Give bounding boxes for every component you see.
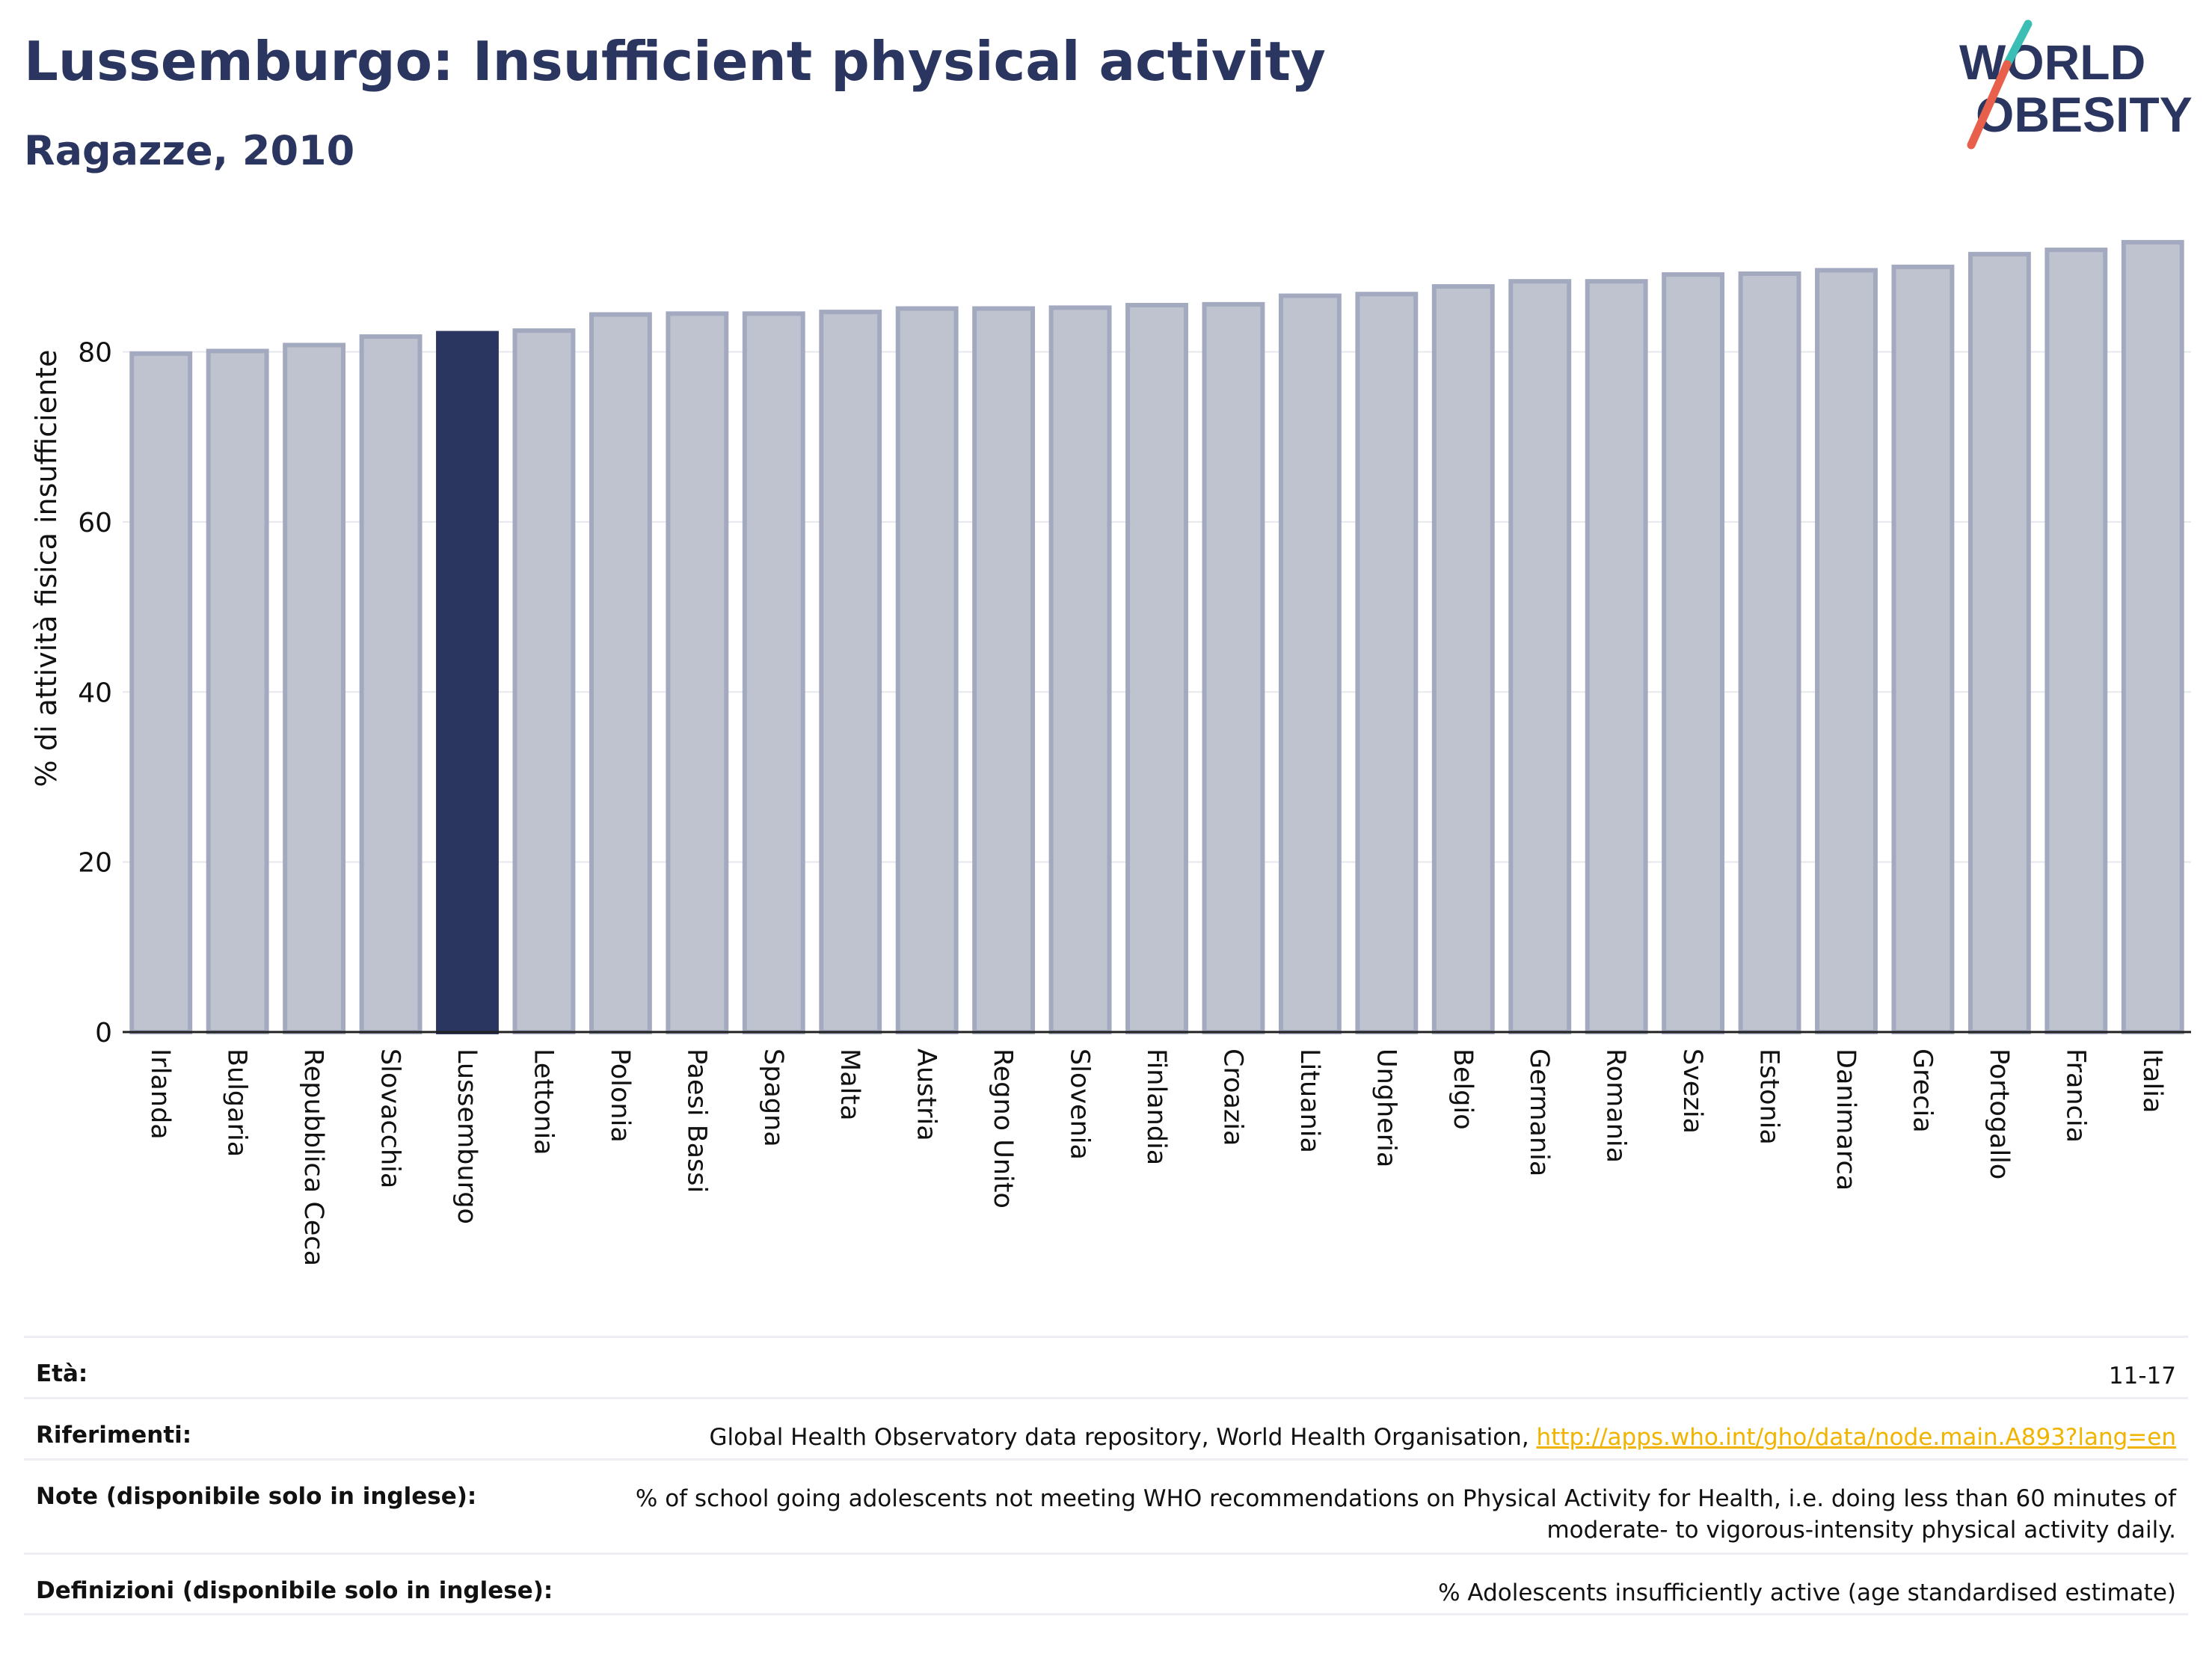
logo-text-obesity: OBESITY — [1976, 87, 2193, 142]
bar-austria — [895, 306, 959, 1034]
definitions-label: Definizioni (disponibile solo in inglese… — [36, 1577, 553, 1604]
world-obesity-logo: WORLD OBESITY — [1959, 19, 2193, 150]
bar-chart: 0 20 40 60 80 Irlanda Bulgaria Repubblica Ceca… — [78, 239, 2191, 1266]
bar-finlandia — [1125, 303, 1188, 1034]
references-text: Global Health Observatory data repositor… — [709, 1424, 1529, 1451]
bars — [129, 239, 2184, 1035]
bar-lituania — [1278, 293, 1342, 1034]
x-tick-label: Slovenia — [1065, 1048, 1095, 1160]
notes-label: Note (disponibile solo in inglese): — [36, 1483, 477, 1510]
x-tick-label: Lettonia — [528, 1048, 558, 1155]
bar-spagna — [742, 311, 805, 1034]
x-tick-label: Svezia — [1677, 1048, 1707, 1134]
x-tick-label: Irlanda — [145, 1048, 175, 1140]
definitions-value: % Adolescents insufficiently active (age… — [1438, 1579, 2176, 1606]
x-tick-label: Bulgaria — [222, 1048, 252, 1157]
x-tick-label: Croazia — [1217, 1048, 1247, 1146]
chart-subtitle: Ragazze, 2010 — [24, 127, 355, 174]
references-link[interactable]: http://apps.who.int/gho/data/node.main.A… — [1536, 1424, 2176, 1451]
bar-italia — [2121, 239, 2184, 1035]
meta-row-age: Età: 11-17 — [24, 1336, 2188, 1397]
y-tick-label: 20 — [78, 848, 112, 879]
chart-title: Lussemburgo: Insufficient physical activ… — [24, 30, 1326, 93]
age-value: 11-17 — [2108, 1363, 2176, 1390]
bar-irlanda — [129, 351, 193, 1034]
x-tick-label: Belgio — [1448, 1048, 1478, 1130]
bar-romania — [1585, 279, 1648, 1035]
bar-paesi-bassi — [666, 311, 729, 1034]
bar-estonia — [1738, 271, 1801, 1034]
x-tick-label: Italia — [2137, 1048, 2167, 1113]
notes-value: % of school going adolescents not meetin… — [635, 1485, 2176, 1544]
bar-grecia — [1891, 264, 1955, 1034]
x-tick-label: Regno Unito — [988, 1048, 1018, 1209]
logo-slash-bottom — [1967, 60, 2012, 150]
x-tick-label: Finlandia — [1141, 1048, 1171, 1165]
bar-croazia — [1202, 301, 1265, 1034]
x-tick-label: Francia — [2060, 1048, 2090, 1143]
y-axis-label: % di attività fisica insufficiente — [30, 349, 63, 787]
bar-germania — [1508, 279, 1572, 1035]
x-tick-label: Lituania — [1294, 1048, 1324, 1153]
x-tick-label: Grecia — [1907, 1048, 1937, 1133]
x-tick-label: Danimarca — [1831, 1048, 1861, 1191]
bar-portogallo — [1967, 251, 2031, 1035]
bar-lettonia — [512, 328, 576, 1034]
x-tick-label: Romania — [1601, 1048, 1631, 1163]
x-tick-label: Estonia — [1754, 1048, 1784, 1145]
x-tick-label: Portogallo — [1984, 1048, 2014, 1179]
logo-text-world: WORLD — [1959, 34, 2145, 90]
age-label: Età: — [36, 1360, 88, 1387]
references-value: Global Health Observatory data repositor… — [709, 1422, 2176, 1453]
meta-row-references: Riferimenti: Global Health Observatory d… — [24, 1397, 2188, 1458]
x-tick-label: Slovacchia — [375, 1048, 405, 1188]
x-tick-label: Polonia — [605, 1048, 635, 1143]
x-tick-label: Austria — [912, 1048, 941, 1141]
x-tick-label: Germania — [1524, 1048, 1554, 1176]
bar-malta — [819, 310, 882, 1034]
x-tick-labels: Irlanda Bulgaria Repubblica Ceca Slovacchia… — [145, 1048, 2167, 1266]
x-tick-label: Spagna — [758, 1048, 788, 1147]
x-tick-label: Lussemburgo — [452, 1048, 482, 1224]
y-tick-labels: 0 20 40 60 80 — [78, 338, 112, 1048]
meta-row-definitions: Definizioni (disponibile solo in inglese… — [24, 1553, 2188, 1615]
logo-slash-top — [2003, 19, 2033, 69]
bar-regno-unito — [972, 306, 1036, 1034]
y-tick-label: 40 — [78, 678, 112, 708]
meta-row-notes: Note (disponibile solo in inglese): % of… — [24, 1458, 2188, 1553]
bar-repubblica-ceca — [283, 343, 346, 1034]
x-tick-label: Ungheria — [1371, 1048, 1401, 1167]
bar-belgio — [1431, 283, 1495, 1034]
bar-slovacchia — [359, 334, 423, 1034]
bar-francia — [2044, 248, 2108, 1035]
y-tick-label: 60 — [78, 508, 112, 538]
bar-lussemburgo — [436, 331, 499, 1034]
references-label: Riferimenti: — [36, 1422, 192, 1449]
bar-danimarca — [1815, 268, 1878, 1034]
bar-bulgaria — [206, 348, 269, 1034]
bar-slovenia — [1048, 305, 1112, 1034]
x-tick-label: Malta — [835, 1048, 864, 1121]
bar-polonia — [589, 312, 652, 1034]
metadata-table: Età: 11-17 Riferimenti: Global Health Ob… — [24, 1336, 2188, 1615]
y-tick-label: 80 — [78, 338, 112, 369]
bar-svezia — [1662, 272, 1725, 1034]
x-tick-label: Repubblica Ceca — [298, 1048, 328, 1266]
y-tick-label: 0 — [95, 1018, 112, 1048]
bar-ungheria — [1355, 292, 1419, 1034]
x-tick-label: Paesi Bassi — [681, 1048, 711, 1193]
